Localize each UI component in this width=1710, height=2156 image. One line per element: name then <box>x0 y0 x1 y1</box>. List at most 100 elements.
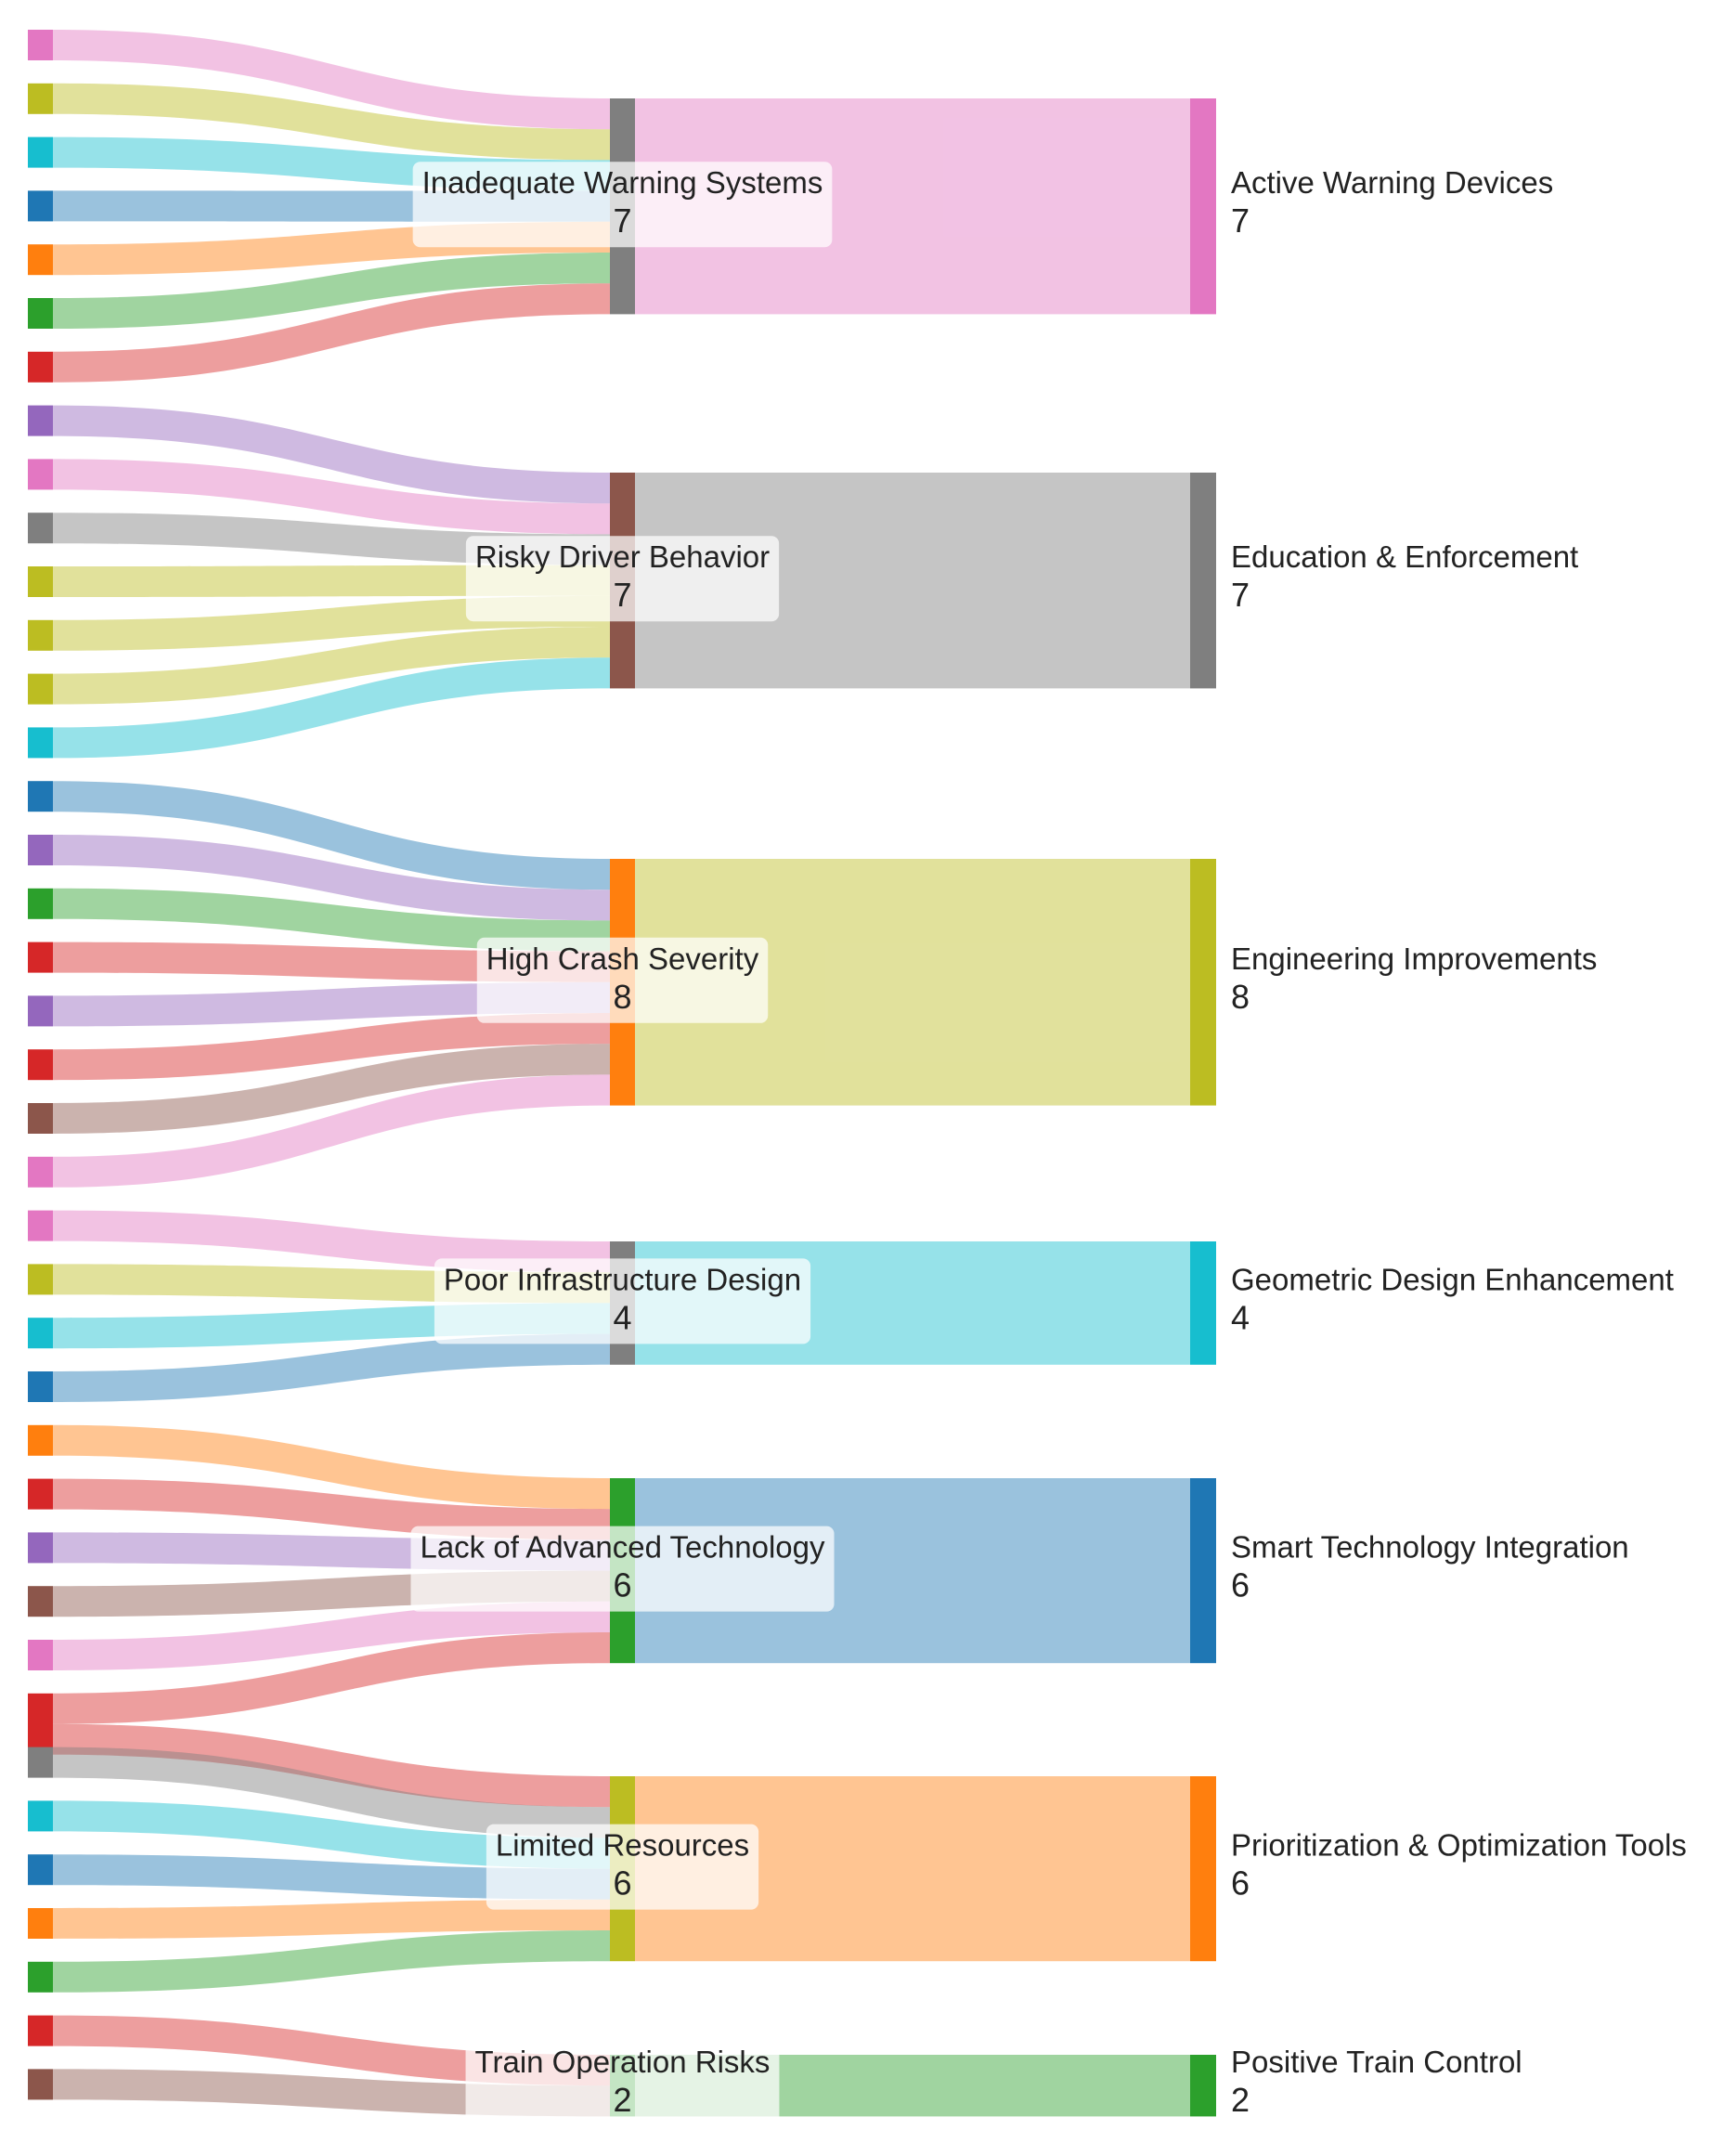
problem-label-bg-2 <box>476 937 769 1023</box>
flow-link-5-1 <box>53 1747 610 1838</box>
solution-node-0 <box>1190 98 1216 315</box>
flow-link-0-6 <box>53 283 610 383</box>
source-node-2-7 <box>28 1156 53 1188</box>
source-node-1-0 <box>28 405 53 436</box>
solution-node-2 <box>1190 859 1216 1106</box>
source-node-4-3 <box>28 1586 53 1617</box>
source-node-1-1 <box>28 459 53 490</box>
problem-name-2: High Crash Severity <box>486 942 759 976</box>
source-node-0-3 <box>28 190 53 222</box>
flow-link-5-3 <box>53 1854 610 1900</box>
source-node-4-0 <box>28 1424 53 1456</box>
flow-link-5-5 <box>53 1930 610 1993</box>
problem-label-bg-0 <box>412 162 833 248</box>
flow-link-4-4 <box>53 1601 610 1670</box>
source-node-4-2 <box>28 1532 53 1564</box>
problem-name-3: Poor Infrastructure Design <box>444 1262 801 1296</box>
solution-name-4: Smart Technology Integration <box>1231 1530 1629 1565</box>
problem-value-6: 2 <box>613 2081 631 2119</box>
flow-link-1-5 <box>53 627 610 705</box>
source-node-5-5 <box>28 1961 53 1993</box>
solution-node-6 <box>1190 2055 1216 2117</box>
source-node-0-1 <box>28 83 53 114</box>
problem-label-bg-6 <box>465 2041 780 2127</box>
flow-link-1-6 <box>53 657 610 759</box>
solution-name-3: Geometric Design Enhancement <box>1231 1262 1674 1296</box>
flow-link-3-3 <box>53 1333 610 1402</box>
flow-link-2-5 <box>53 1013 610 1081</box>
problem-label-bg-4 <box>410 1526 835 1612</box>
flow-link-4-5 <box>53 1632 610 1724</box>
flow-link-0-0 <box>53 30 610 130</box>
flow-link-0-1 <box>53 83 610 161</box>
flow-link-0-5 <box>53 253 610 329</box>
flow-link-5-0 <box>53 1723 610 1808</box>
source-node-1-3 <box>28 566 53 597</box>
source-node-2-0 <box>28 781 53 812</box>
solution-value-5: 6 <box>1231 1864 1250 1903</box>
flow-link-5-2 <box>53 1800 610 1869</box>
flow-link-5-4 <box>53 1899 610 1939</box>
source-node-1-5 <box>28 673 53 705</box>
solution-name-5: Prioritization & Optimization Tools <box>1231 1828 1687 1863</box>
source-node-4-4 <box>28 1640 53 1670</box>
flow-link-2-7 <box>53 1074 610 1188</box>
flow-link-2-3 <box>53 942 610 982</box>
flow-link-1-0 <box>53 405 610 504</box>
problem-name-5: Limited Resources <box>496 1828 749 1863</box>
problem-value-3: 4 <box>613 1298 631 1336</box>
solution-value-2: 8 <box>1231 978 1250 1016</box>
solution-node-1 <box>1190 473 1216 689</box>
source-node-3-0 <box>28 1210 53 1241</box>
source-node-0-6 <box>28 351 53 383</box>
problem-value-4: 6 <box>613 1566 631 1604</box>
source-node-2-6 <box>28 1103 53 1134</box>
problem-name-1: Risky Driver Behavior <box>475 539 770 574</box>
flow-link-2-2 <box>53 888 610 952</box>
problem-name-6: Train Operation Risks <box>475 2045 771 2079</box>
source-node-2-4 <box>28 995 53 1027</box>
source-node-1-2 <box>28 513 53 544</box>
solution-value-6: 2 <box>1231 2081 1250 2119</box>
source-node-2-3 <box>28 942 53 973</box>
problem-label-bg-1 <box>465 536 780 622</box>
solution-name-6: Positive Train Control <box>1231 2045 1522 2079</box>
source-node-2-5 <box>28 1049 53 1081</box>
source-node-0-2 <box>28 136 53 168</box>
source-node-5-1 <box>28 1747 53 1778</box>
source-node-5-4 <box>28 1908 53 1939</box>
source-node-4-5 <box>28 1693 53 1755</box>
problem-value-2: 8 <box>613 978 631 1016</box>
solution-value-1: 7 <box>1231 576 1250 614</box>
source-node-4-1 <box>28 1478 53 1510</box>
solution-name-1: Education & Enforcement <box>1231 539 1578 574</box>
source-node-2-1 <box>28 835 53 865</box>
problem-label-bg-3 <box>434 1258 811 1344</box>
problem-value-5: 6 <box>613 1864 631 1903</box>
flow-link-2-0 <box>53 781 610 890</box>
problem-value-1: 7 <box>613 576 631 614</box>
solution-value-4: 6 <box>1231 1566 1250 1604</box>
source-node-5-2 <box>28 1800 53 1832</box>
problem-label-bg-5 <box>486 1824 759 1910</box>
source-node-3-2 <box>28 1318 53 1349</box>
flow-link-1-1 <box>53 459 610 535</box>
problem-name-4: Lack of Advanced Technology <box>420 1530 825 1565</box>
source-node-6-0 <box>28 2015 53 2046</box>
solution-node-3 <box>1190 1241 1216 1365</box>
flow-link-4-1 <box>53 1478 610 1540</box>
flow-link-2-6 <box>53 1044 610 1134</box>
solution-value-0: 7 <box>1231 201 1250 240</box>
source-node-0-0 <box>28 30 53 60</box>
solution-node-5 <box>1190 1776 1216 1962</box>
solution-name-2: Engineering Improvements <box>1231 942 1597 976</box>
source-node-1-4 <box>28 619 53 651</box>
